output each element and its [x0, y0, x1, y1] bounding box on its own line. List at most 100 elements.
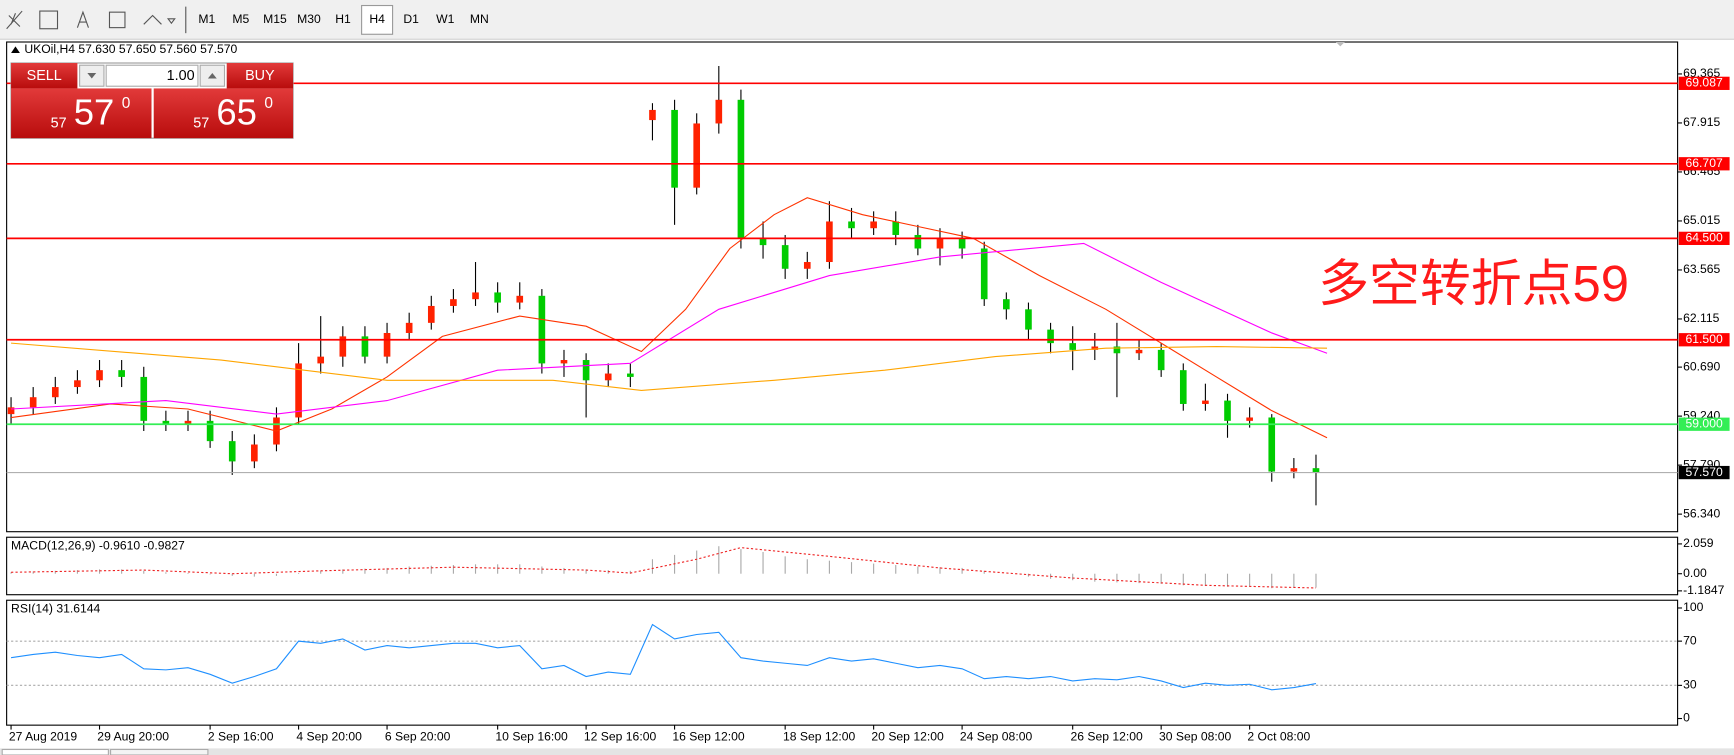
candle-body [494, 292, 501, 303]
candle-body [759, 238, 767, 246]
y-tick-label: 2.059 [1683, 536, 1714, 550]
timeframe-button[interactable]: H4 [369, 12, 385, 26]
icon-lines[interactable] [6, 10, 23, 30]
candle-body [1091, 346, 1099, 350]
candle-body [737, 99, 745, 239]
moving-average [11, 342, 1328, 391]
x-tick-label: 2 Sep 16:00 [208, 730, 274, 744]
candle-body [1246, 417, 1253, 421]
x-tick-label: 18 Sep 12:00 [783, 730, 856, 744]
x-tick-label: 24 Sep 08:00 [960, 730, 1033, 744]
candle-body [582, 360, 590, 381]
timeframe-button[interactable]: W1 [436, 12, 454, 26]
candle-body [472, 292, 479, 300]
tab[interactable] [110, 748, 209, 755]
candle-body [1069, 343, 1077, 350]
level-label: 61.500 [1686, 332, 1723, 346]
sell-pips: 57 [74, 92, 115, 133]
level-label-box [1678, 417, 1730, 431]
icon-arrows[interactable] [143, 14, 176, 25]
lot-value: 1.00 [167, 68, 195, 84]
level-label-box [1678, 333, 1730, 347]
moving-average [11, 242, 1328, 415]
x-tick-label: 29 Aug 20:00 [97, 730, 169, 744]
timeframe-button[interactable]: H1 [335, 12, 351, 26]
lot-input[interactable] [105, 64, 199, 87]
candle-body [936, 238, 944, 249]
candle-body [870, 221, 877, 229]
macd-pane [6, 536, 1679, 596]
x-tick-label: 20 Sep 12:00 [871, 730, 944, 744]
trade-panel: SELL BUY 1.00 57 57 0 57 65 0 [10, 62, 294, 139]
candle-body [1047, 329, 1054, 344]
candle-body [228, 441, 236, 462]
candle-body [405, 322, 413, 333]
y-tick-label: 70 [1683, 633, 1697, 647]
buy-price-box[interactable] [153, 88, 294, 139]
level-label-box [1678, 157, 1730, 171]
candle-body [560, 360, 568, 364]
candle-body [781, 245, 789, 269]
sell-big-figure: 57 [51, 116, 67, 132]
x-tick-label: 27 Aug 2019 [9, 730, 78, 744]
active-timeframe [361, 4, 394, 35]
icon-text[interactable] [76, 10, 89, 28]
y-tick-label: 63.565 [1683, 262, 1720, 276]
candle-body [361, 336, 369, 357]
candle-body [1025, 309, 1032, 330]
x-tick-label: 16 Sep 12:00 [672, 730, 745, 744]
candle-body [649, 109, 656, 121]
candle-body [627, 373, 634, 377]
tab[interactable] [1, 748, 109, 755]
candle-body [162, 420, 170, 425]
buy-big-figure: 57 [193, 116, 209, 132]
candle-body [206, 420, 214, 442]
candle-body [914, 234, 922, 249]
y-tick-label: 0 [1683, 711, 1690, 725]
level-label: 69.087 [1686, 76, 1723, 90]
timeframe-button[interactable]: M15 [263, 12, 287, 26]
sell-button[interactable] [11, 63, 78, 89]
icon-fibo[interactable] [39, 10, 59, 30]
candle-body [339, 336, 347, 357]
candle-body [7, 407, 15, 415]
toolbar [0, 0, 1734, 40]
y-tick-label: 100 [1683, 600, 1704, 614]
buy-button[interactable] [226, 63, 294, 89]
macd-header: MACD(12,26,9) -0.9610 -0.9827 [11, 538, 185, 552]
timeframe-button[interactable]: MN [470, 12, 489, 26]
candle-body [1157, 349, 1165, 371]
candle-body [51, 387, 59, 398]
candle-body [958, 238, 966, 249]
timeframe-button[interactable]: M1 [198, 12, 215, 26]
toolbar-icons [6, 6, 187, 34]
lot-up-arrow [207, 72, 217, 79]
level-label-box [1678, 76, 1730, 90]
candle-body [450, 299, 457, 306]
timeframe-button[interactable]: M30 [297, 12, 321, 26]
rsi-pane [6, 599, 1679, 726]
candle-body [184, 420, 192, 425]
candle-body [826, 221, 833, 263]
x-tick-label: 10 Sep 16:00 [495, 730, 568, 744]
candle-body [74, 380, 81, 388]
x-tick-label: 12 Sep 16:00 [584, 730, 657, 744]
timeframe-button[interactable]: D1 [403, 12, 419, 26]
candle-body [1290, 468, 1298, 472]
candle-body [317, 356, 325, 364]
level-label: 64.500 [1686, 231, 1723, 245]
x-tick-label: 2 Oct 08:00 [1247, 730, 1310, 744]
candle-body [1135, 349, 1143, 354]
candle-body [251, 444, 258, 462]
buy-fraction: 0 [264, 95, 273, 112]
candle-body [1312, 468, 1320, 473]
candle-body [980, 248, 988, 300]
sell-price-box[interactable] [11, 88, 152, 139]
candle-body [892, 221, 900, 235]
x-tick-label: 4 Sep 20:00 [296, 730, 362, 744]
annotation: 多空转折点59 [1318, 255, 1629, 312]
timeframe-button[interactable]: M5 [232, 12, 249, 26]
candle-body [1202, 400, 1209, 404]
icon-label[interactable] [108, 11, 126, 29]
